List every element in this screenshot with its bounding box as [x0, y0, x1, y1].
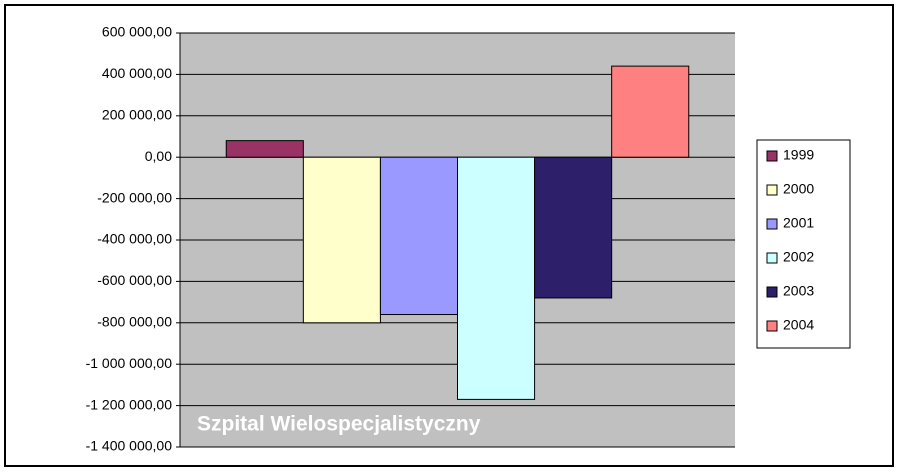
y-tick-label: -400 000,00 — [97, 231, 172, 247]
legend-label: 1999 — [783, 147, 814, 163]
y-tick-label: 0,00 — [145, 148, 172, 164]
bar — [302, 156, 381, 324]
y-tick-label: -200 000,00 — [97, 189, 172, 205]
y-tick-label: -1 400 000,00 — [86, 438, 173, 454]
y-tick-label: 200 000,00 — [102, 107, 172, 123]
annotation: Szpital Wielospecjalistyczny — [197, 413, 481, 436]
y-tick-label: -600 000,00 — [97, 272, 172, 288]
legend-label: 2000 — [783, 181, 814, 197]
legend-swatch — [766, 286, 778, 298]
legend-label: 2002 — [783, 249, 814, 265]
legend-box — [756, 139, 851, 349]
legend-swatch — [766, 252, 778, 264]
y-tick-label: -800 000,00 — [97, 314, 172, 330]
y-tick-label: 400 000,00 — [102, 65, 172, 81]
bar — [534, 156, 613, 299]
legend-swatch — [766, 184, 778, 196]
legend-label: 2001 — [783, 215, 814, 231]
legend-swatch — [766, 150, 778, 162]
y-tick-label: -1 200 000,00 — [86, 396, 173, 412]
legend-label: 2003 — [783, 283, 814, 299]
legend-swatch — [766, 320, 778, 332]
bar — [457, 156, 536, 400]
bar — [225, 140, 304, 158]
legend-label: 2004 — [783, 317, 814, 333]
bar — [611, 65, 690, 158]
bar — [379, 156, 458, 316]
y-tick-label: 600 000,00 — [102, 24, 172, 40]
y-tick-label: -1 000 000,00 — [86, 355, 173, 371]
legend-swatch — [766, 218, 778, 230]
